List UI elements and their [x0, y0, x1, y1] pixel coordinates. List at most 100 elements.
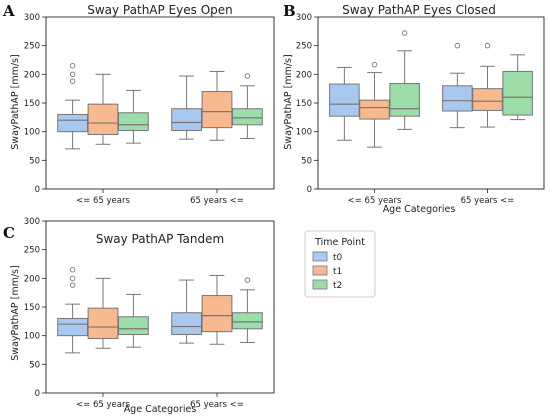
panel-b-title: Sway PathAP Eyes Closed [342, 3, 496, 17]
panel-a-t2-cat1-box [232, 73, 263, 140]
panel-b-xtick-label-1: 65 years <= [461, 196, 515, 206]
panel-c-t0-cat0-iqr [57, 317, 88, 337]
panel-a-t2-cat1-outlier-0 [244, 73, 251, 79]
panel-a-t0-cat0-outlier-0 [69, 78, 76, 84]
panel-c-t2-cat0-box [118, 293, 149, 348]
panel-letter-b: B [283, 2, 296, 20]
panel-c-plot: 0 50 100 150 200 250 300 <= 65 years 65 years <= [24, 217, 275, 410]
panel-b-t0-cat1-iqr [442, 85, 473, 112]
panel-a-t0-cat0-outlier-1 [69, 71, 76, 78]
panel-a-t2-cat1-iqr [232, 108, 263, 126]
panel-b-t0-cat0-box [329, 66, 360, 141]
panel-a-title: Sway PathAP Eyes Open [87, 3, 233, 17]
panel-a-ytick-label-2: 100 [24, 128, 40, 138]
panel-c-ytick-label-2: 100 [24, 332, 40, 342]
panel-a-xtick-label-1: 65 years <= [190, 196, 244, 206]
legend-swatch-t0 [312, 251, 328, 262]
legend-label-t1: t1 [333, 267, 342, 277]
panel-c-t1-cat1-box [201, 274, 233, 345]
panel-a-axes-frame [45, 16, 275, 190]
panel-a: A Sway PathAP Eyes Open SwayPathAP [mm/s… [2, 2, 275, 206]
panel-a-plot: 0 50 100 150 200 250 300 <= 65 years 65 years <= [24, 13, 275, 206]
panel-b-xtick-label-0: <= 65 years [348, 196, 402, 206]
panel-c-t0-cat0-box [57, 266, 88, 354]
panel-a-t0-cat0-box [57, 62, 88, 150]
panel-c-t0-cat1-box [171, 279, 202, 344]
panel-a-t2-cat0-iqr [118, 112, 149, 132]
panel-c-xtick-label-0: <= 65 years [76, 400, 130, 410]
panel-b-t2-cat1-iqr [502, 70, 533, 116]
panel-c-t2-cat1-outlier-0 [244, 277, 251, 283]
panel-b-ytick-label-1: 50 [301, 156, 312, 166]
panel-a-t0-cat0-outlier-2 [69, 62, 76, 69]
panel-c-ytick-label-4: 200 [24, 274, 40, 284]
legend-swatch-t1 [312, 265, 328, 276]
panel-c-t1-cat1-iqr [201, 295, 233, 333]
panel-c-t2-cat0-iqr [118, 316, 149, 336]
panel-b-ylabel: SwayPathAP [mm/s] [283, 54, 294, 149]
panel-a-t0-cat1-iqr [171, 108, 202, 132]
legend-label-t2: t2 [333, 281, 342, 291]
panel-b-t1-cat0-iqr [359, 99, 390, 120]
panel-c-t0-cat1-iqr [171, 312, 202, 336]
panel-c-t0-cat0-outlier-2 [69, 266, 76, 273]
panel-c-t0-cat0-outlier-1 [69, 275, 76, 282]
panel-b-ytick-label-6: 300 [296, 13, 312, 23]
panel-c-t2-cat1-iqr [232, 312, 263, 330]
legend: Time Point t0 t1 t2 [304, 230, 376, 298]
panel-b-ytick-label-2: 100 [296, 128, 312, 138]
panel-b-t0-cat0-iqr [329, 83, 360, 117]
panel-b-t1-cat1-box [472, 42, 503, 128]
panel-a-ytick-label-0: 0 [35, 185, 40, 195]
panel-a-ylabel: SwayPathAP [mm/s] [10, 54, 21, 149]
legend-title: Time Point [314, 237, 365, 248]
panel-b-axes-frame [317, 16, 545, 190]
panel-a-xtick-label-0: <= 65 years [76, 196, 130, 206]
panel-b-ytick-label-5: 250 [296, 42, 312, 52]
panel-c-ytick-label-0: 0 [35, 389, 40, 399]
panel-letter-c: C [3, 224, 15, 242]
panel-c-ytick-label-5: 250 [24, 246, 40, 256]
panel-b-t1-cat1-outlier-0 [484, 42, 491, 49]
panel-a-ytick-label-6: 300 [24, 13, 40, 23]
panel-a-t1-cat0-box [87, 73, 119, 145]
panel-b-t0-cat1-box [442, 42, 473, 129]
panel-c-title: Sway PathAP Tandem [96, 232, 224, 246]
panel-b-t1-cat1-iqr [472, 88, 503, 111]
panel-b-t2-cat1-box [502, 54, 533, 121]
panel-b-plot: 0 50 100 150 200 250 300 <= 65 years 65 years <= [296, 13, 545, 206]
panel-c-t0-cat0-outlier-0 [69, 282, 76, 288]
legend-label-t0: t0 [333, 253, 343, 263]
panel-a-ytick-label-1: 50 [29, 156, 40, 166]
panel-c-ylabel: SwayPathAP [mm/s] [10, 265, 21, 360]
panel-b-xlabel: Age Categories [383, 204, 456, 215]
panel-a-t1-cat1-iqr [201, 91, 233, 129]
panel-b-t2-cat0-box [389, 30, 420, 130]
panel-c-ytick-label-6: 300 [24, 217, 40, 227]
panel-b-ytick-label-4: 200 [296, 70, 312, 80]
panel-b-t2-cat0-outlier-0 [401, 30, 408, 36]
panel-b-ytick-label-3: 150 [296, 99, 312, 109]
panel-a-t1-cat0-iqr [87, 103, 119, 136]
panel-b-ytick-label-0: 0 [307, 185, 312, 195]
panel-b-t1-cat0-outlier-0 [371, 61, 378, 68]
panel-b: B Sway PathAP Eyes Closed SwayPathAP [mm… [283, 2, 545, 215]
panel-b-t0-cat1-outlier-0 [454, 42, 461, 49]
panel-a-t0-cat0-iqr [57, 113, 88, 133]
panel-c-t1-cat0-iqr [87, 307, 119, 340]
panel-c-xlabel: Age Categories [124, 404, 197, 415]
panel-a-t2-cat0-box [118, 89, 149, 144]
panel-c-ytick-label-3: 150 [24, 303, 40, 313]
panel-a-ytick-label-3: 150 [24, 99, 40, 109]
panel-c-t1-cat0-box [87, 277, 119, 349]
panel-b-t1-cat0-box [359, 61, 390, 148]
panel-a-ytick-label-4: 200 [24, 70, 40, 80]
panel-c-xtick-label-1: 65 years <= [190, 400, 244, 410]
panel-b-t2-cat0-iqr [389, 83, 420, 117]
legend-items: t0 t1 t2 [312, 251, 343, 291]
panel-c-ytick-label-1: 50 [29, 360, 40, 370]
legend-swatch-t2 [312, 279, 328, 290]
panel-a-t1-cat1-box [201, 70, 233, 141]
panel-c: C Sway PathAP Tandem SwayPathAP [mm/s] A… [3, 217, 275, 415]
